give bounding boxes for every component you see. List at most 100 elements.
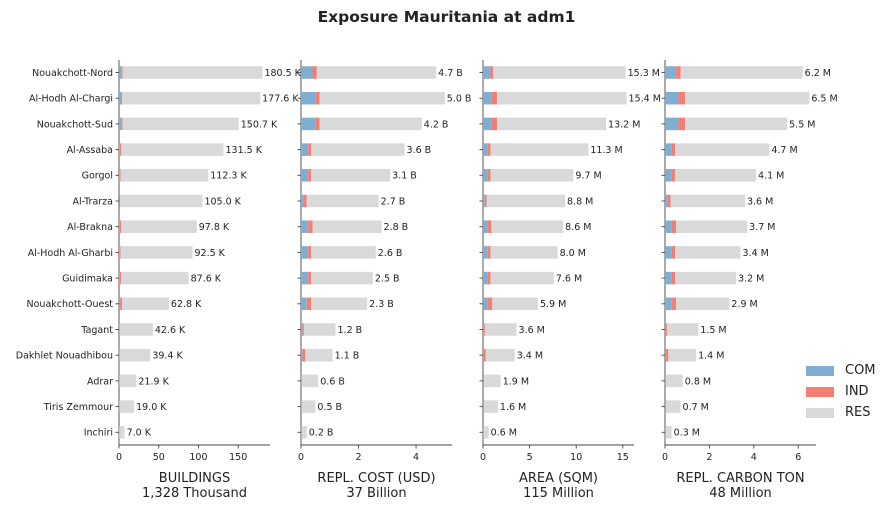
bar-res [490, 169, 574, 182]
bar-com [665, 66, 677, 79]
bar-com [301, 117, 316, 131]
bar-res [119, 426, 125, 439]
value-label: 177.6 K [262, 94, 299, 105]
value-label: 42.6 K [155, 325, 186, 336]
bar-com [119, 220, 120, 233]
bar-ind [119, 220, 121, 233]
bar-com [301, 246, 309, 259]
bar-ind [306, 297, 312, 311]
value-label: 3.1 B [392, 171, 417, 182]
row-label: Dakhlet Nouadhibou [16, 351, 113, 362]
value-label: 180.5 K [264, 68, 301, 79]
bar-ind [487, 271, 491, 285]
bar-res [119, 400, 135, 413]
bar-com [119, 66, 122, 79]
bar-ind [491, 91, 497, 105]
bar-ind [302, 348, 306, 362]
value-label: 7.6 M [556, 274, 582, 285]
bar-ind [487, 169, 491, 182]
bar-ind [119, 169, 121, 182]
bar-com [665, 246, 672, 259]
value-label: 3.4 M [743, 248, 769, 259]
value-label: 19.0 K [136, 402, 167, 413]
bar-ind [487, 220, 492, 233]
value-label: 87.6 K [191, 274, 222, 285]
value-label: 21.9 K [138, 376, 169, 387]
bar-com [301, 220, 309, 233]
value-label: 62.8 K [171, 299, 202, 310]
value-label: 0.5 B [317, 402, 342, 413]
bar-res [496, 91, 627, 105]
bar-res [668, 348, 697, 362]
bar-res [319, 117, 422, 131]
bar-ind [671, 246, 675, 259]
legend-item-com: COM [806, 360, 876, 381]
bar-ind [671, 271, 675, 285]
bar-com [483, 169, 488, 182]
value-label: 3.6 M [519, 325, 545, 336]
bar-res [119, 374, 137, 388]
bar-com [119, 143, 120, 156]
value-label: 0.6 B [320, 376, 345, 387]
bar-ind [666, 323, 668, 336]
value-label: 112.3 K [210, 171, 247, 182]
bar-com [301, 143, 309, 156]
bar-ind [487, 297, 493, 311]
bar-com [665, 220, 672, 233]
row-label: Al-Hodh Al-Gharbi [28, 248, 113, 259]
bar-ind [308, 220, 313, 233]
bar-ind [302, 323, 304, 336]
x-axis-label-buildings: BUILDINGS [159, 471, 230, 486]
bar-com [119, 169, 120, 182]
x-tick-label: 0 [662, 452, 668, 463]
value-label: 2.7 B [381, 196, 406, 207]
bar-res [301, 374, 319, 388]
bar-ind [667, 194, 671, 208]
bar-res [311, 143, 405, 156]
bar-res [122, 297, 169, 311]
bar-com [665, 117, 679, 131]
value-label: 6.2 M [805, 68, 831, 79]
bar-res [684, 117, 788, 131]
value-label: 1.6 M [500, 402, 526, 413]
legend-label-com: COM [845, 363, 876, 378]
bar-com [665, 297, 672, 311]
value-label: 8.0 M [560, 248, 586, 259]
bar-ind [312, 66, 317, 79]
value-label: 1.9 M [503, 376, 529, 387]
bar-com [301, 348, 303, 362]
x-tick-label: 0 [480, 452, 486, 463]
bar-ind [671, 169, 675, 182]
bar-res [674, 271, 737, 285]
bar-ind [666, 348, 669, 362]
bar-ind [120, 297, 123, 311]
x-axis-total-repl-cost-usd: 37 Billion [346, 486, 406, 501]
bar-res [490, 271, 554, 285]
bar-ind [315, 91, 320, 105]
value-label: 3.4 M [517, 351, 543, 362]
row-label: Tiris Zemmour [43, 402, 113, 413]
value-label: 39.4 K [152, 351, 183, 362]
value-label: 150.7 K [241, 119, 278, 130]
value-label: 13.2 M [608, 119, 640, 130]
x-tick-label: 0 [298, 452, 304, 463]
bar-res [311, 169, 391, 182]
value-label: 7.0 K [127, 428, 152, 439]
bar-ind [119, 246, 121, 259]
bar-res [486, 194, 566, 208]
bar-com [483, 220, 488, 233]
bar-res [119, 348, 151, 362]
value-label: 4.7 M [771, 145, 797, 156]
x-tick-label: 4 [751, 452, 757, 463]
bar-com [665, 348, 667, 362]
x-axis-label-repl-cost-usd: REPL. COST (USD) [317, 471, 435, 486]
value-label: 9.7 M [575, 171, 601, 182]
value-label: 15.4 M [629, 94, 661, 105]
x-tick-label: 2 [706, 452, 712, 463]
value-label: 97.8 K [199, 222, 230, 233]
bar-com [301, 66, 313, 79]
bar-res [676, 297, 730, 311]
value-label: 2.3 B [369, 299, 394, 310]
x-tick-label: 50 [153, 452, 165, 463]
bar-res [676, 220, 748, 233]
